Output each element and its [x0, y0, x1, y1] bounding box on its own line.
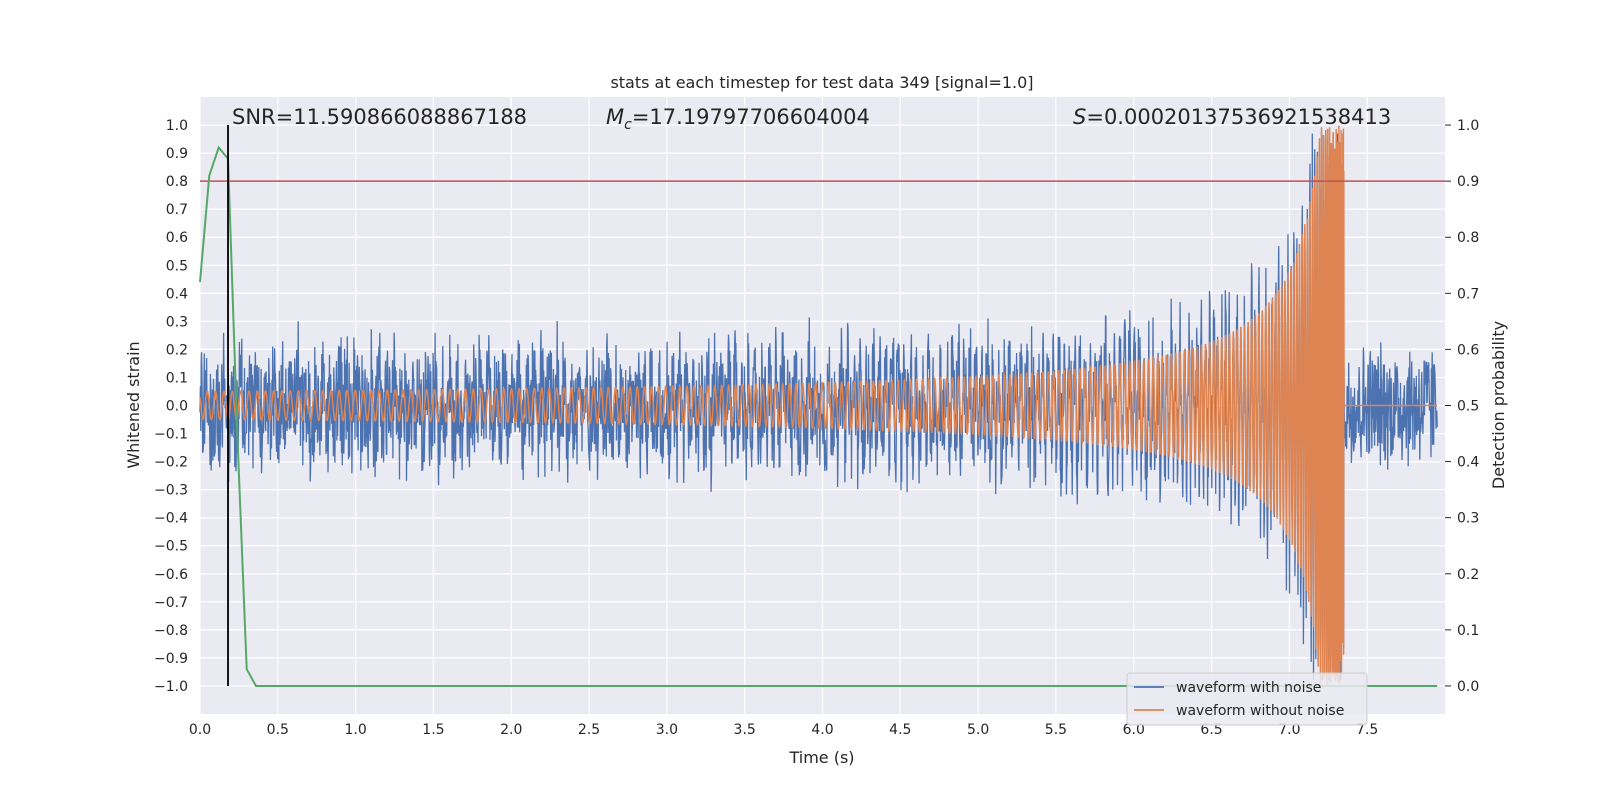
- chart-title: stats at each timestep for test data 349…: [610, 73, 1033, 92]
- y-left-tick-label: −0.1: [154, 427, 188, 443]
- chirp-mass-annotation: Mc=17.19797706604004: [606, 105, 870, 133]
- x-tick-label: 5.0: [967, 722, 989, 738]
- x-axis-label: Time (s): [788, 748, 854, 767]
- series-waveform-without-noise: [199, 125, 1438, 686]
- x-tick-label: 3.5: [734, 722, 756, 738]
- chirp-mass-subscript: c: [624, 117, 632, 133]
- x-tick-label: 7.5: [1356, 722, 1378, 738]
- x-tick-label: 1.5: [422, 722, 444, 738]
- y-right-tick-label: 0.4: [1457, 455, 1479, 471]
- y-left-tick-label: −0.3: [154, 483, 188, 499]
- y-left-tick-label: −0.7: [154, 595, 188, 611]
- overlay-layer: [199, 125, 1445, 687]
- y-right-tick-label: 0.2: [1457, 567, 1479, 583]
- y-axis-label-left: Whitened strain: [124, 341, 143, 468]
- y-left-tick-label: −1.0: [154, 679, 188, 695]
- y-left-tick-label: 0.5: [166, 258, 188, 274]
- y-left-tick-label: −0.8: [154, 623, 188, 639]
- x-tick-label: 2.0: [500, 722, 522, 738]
- s-value: =0.00020137536921538413: [1086, 105, 1391, 129]
- y-right-tick-label: 0.8: [1457, 230, 1479, 246]
- y-right-tick-label: 0.5: [1457, 399, 1479, 415]
- y-left-tick-label: 0.4: [166, 286, 188, 302]
- y-right-tick-label: 0.0: [1457, 679, 1479, 695]
- s-symbol: S: [1073, 105, 1086, 129]
- y-right-tick-label: 0.1: [1457, 623, 1479, 639]
- legend-label-noise: waveform with noise: [1176, 680, 1321, 696]
- y-left-tick-label: 0.3: [166, 314, 188, 330]
- y-left-tick-label: 0.6: [166, 230, 188, 246]
- y-left-tick-label: −0.6: [154, 567, 188, 583]
- x-tick-label: 6.5: [1200, 722, 1222, 738]
- x-tick-label: 5.5: [1045, 722, 1067, 738]
- y-left-tick-label: 0.2: [166, 342, 188, 358]
- x-tick-label: 0.0: [189, 722, 211, 738]
- y-right-tick-label: 0.9: [1457, 174, 1479, 190]
- y-left-tick-label: 0.9: [166, 146, 188, 162]
- series-detection-probability: [199, 145, 1438, 687]
- x-tick-label: 4.0: [811, 722, 833, 738]
- y-left-tick-label: 1.0: [166, 118, 188, 134]
- axes-layer: 0.0 0.5 1.0 1.5 2.0 2.5 3.0 3.5 4.0 4.5 5.0 5.5 6.0 6…: [154, 118, 1479, 738]
- y-left-tick-label: −0.4: [154, 511, 188, 527]
- y-left-tick-label: 0.7: [166, 202, 188, 218]
- s-annotation: S=0.00020137536921538413: [1073, 105, 1391, 129]
- y-right-tick-label: 0.3: [1457, 511, 1479, 527]
- y-left-tick-label: 0.0: [166, 399, 188, 415]
- y-left-tick-label: 0.8: [166, 174, 188, 190]
- y-left-tick-label: −0.2: [154, 455, 188, 471]
- series-waveform-with-noise: [199, 133, 1438, 681]
- chirp-mass-value: =17.19797706604004: [632, 105, 870, 129]
- legend-box: [1126, 672, 1368, 726]
- y-right-tick-label: 0.6: [1457, 342, 1479, 358]
- legend: waveform with noise waveform without noi…: [1126, 672, 1368, 726]
- x-tick-label: 4.5: [889, 722, 911, 738]
- snr-annotation: SNR=11.590866088867188: [232, 105, 527, 129]
- y-right-tick-label: 1.0: [1457, 118, 1479, 134]
- y-left-tick-label: −0.9: [154, 651, 188, 667]
- x-tick-label: 3.0: [656, 722, 678, 738]
- legend-label-clean: waveform without noise: [1176, 703, 1344, 719]
- y-axis-label-right: Detection probability: [1489, 321, 1508, 489]
- x-tick-label: 6.0: [1123, 722, 1145, 738]
- x-tick-label: 0.5: [267, 722, 289, 738]
- y-left-tick-label: 0.1: [166, 370, 188, 386]
- y-left-tick-label: −0.5: [154, 539, 188, 555]
- series-layer: [199, 125, 1438, 686]
- x-tick-label: 2.5: [578, 722, 600, 738]
- y-right-tick-label: 0.7: [1457, 286, 1479, 302]
- x-tick-label: 7.0: [1278, 722, 1300, 738]
- chirp-mass-symbol: M: [606, 105, 624, 129]
- x-tick-label: 1.0: [344, 722, 366, 738]
